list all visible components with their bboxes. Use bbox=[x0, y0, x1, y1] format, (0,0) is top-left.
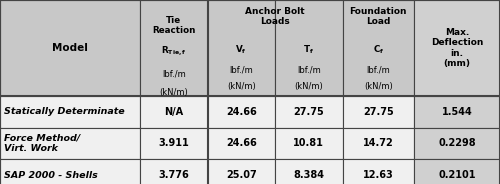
Text: 3.911: 3.911 bbox=[158, 138, 189, 148]
Text: Statically Determinate: Statically Determinate bbox=[4, 107, 125, 116]
Text: lbf./m: lbf./m bbox=[230, 66, 253, 74]
Text: Model: Model bbox=[52, 43, 88, 53]
Text: Anchor Bolt
Loads: Anchor Bolt Loads bbox=[245, 7, 305, 26]
Text: 14.72: 14.72 bbox=[363, 138, 394, 148]
Text: $\mathbf{V_f}$: $\mathbf{V_f}$ bbox=[236, 43, 247, 56]
Text: 25.07: 25.07 bbox=[226, 170, 256, 180]
Text: (kN/m): (kN/m) bbox=[160, 88, 188, 96]
Text: 3.776: 3.776 bbox=[158, 170, 189, 180]
Text: lbf./m: lbf./m bbox=[366, 66, 390, 74]
Text: (kN/m): (kN/m) bbox=[364, 82, 392, 91]
Text: N/A: N/A bbox=[164, 107, 184, 117]
Text: 24.66: 24.66 bbox=[226, 138, 256, 148]
Text: Foundation
Load: Foundation Load bbox=[350, 7, 407, 26]
Text: Force Method/
Virt. Work: Force Method/ Virt. Work bbox=[4, 134, 80, 153]
Text: 0.2298: 0.2298 bbox=[438, 138, 476, 148]
Text: 12.63: 12.63 bbox=[363, 170, 394, 180]
Text: (kN/m): (kN/m) bbox=[227, 82, 256, 91]
Text: 8.384: 8.384 bbox=[293, 170, 324, 180]
Text: 1.544: 1.544 bbox=[442, 107, 472, 117]
Text: lbf./m: lbf./m bbox=[297, 66, 320, 74]
Text: Max.
Deflection
in.
(mm): Max. Deflection in. (mm) bbox=[431, 28, 483, 68]
Text: 27.75: 27.75 bbox=[363, 107, 394, 117]
Text: $\mathbf{C_f}$: $\mathbf{C_f}$ bbox=[372, 43, 384, 56]
Text: 27.75: 27.75 bbox=[294, 107, 324, 117]
Text: $\mathbf{T_f}$: $\mathbf{T_f}$ bbox=[304, 43, 314, 56]
Text: 10.81: 10.81 bbox=[294, 138, 324, 148]
Text: 24.66: 24.66 bbox=[226, 107, 256, 117]
Text: SAP 2000 - Shells: SAP 2000 - Shells bbox=[4, 171, 98, 180]
Text: $\mathbf{R_{Tie,f}}$: $\mathbf{R_{Tie,f}}$ bbox=[161, 45, 186, 59]
Text: (kN/m): (kN/m) bbox=[294, 82, 323, 91]
Text: lbf./m: lbf./m bbox=[162, 69, 186, 78]
Text: Tie
Reaction: Tie Reaction bbox=[152, 16, 196, 36]
Text: 0.2101: 0.2101 bbox=[438, 170, 476, 180]
